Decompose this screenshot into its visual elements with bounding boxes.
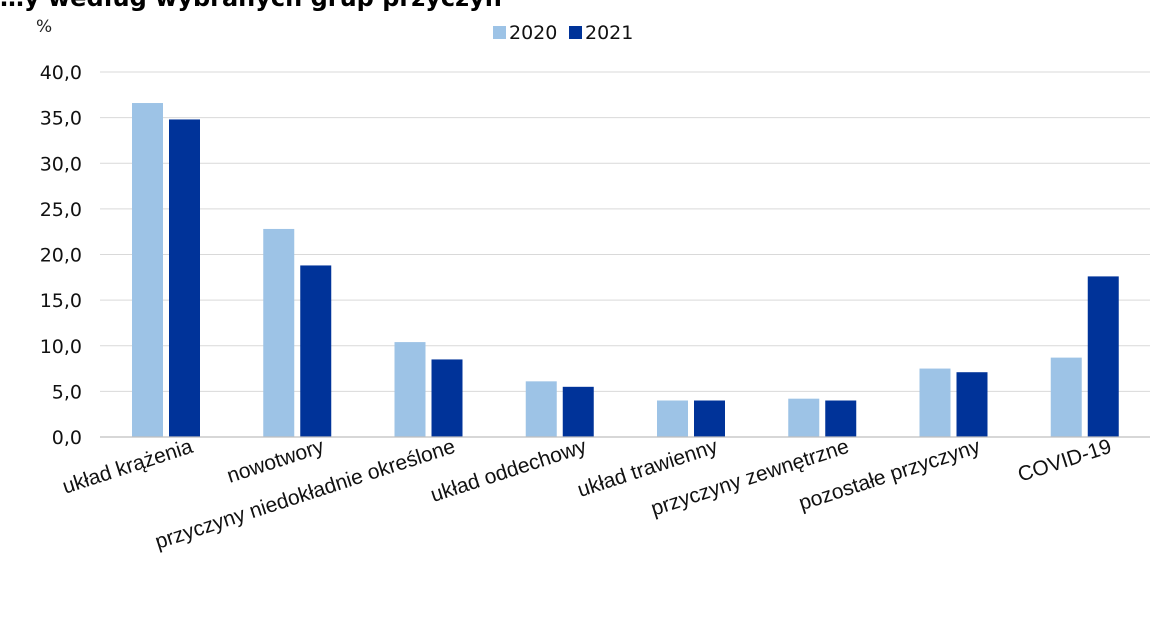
y-tick-label: 20,0 [40, 245, 82, 267]
y-tick-label: 35,0 [40, 108, 82, 130]
y-tick-label: 30,0 [40, 153, 82, 175]
y-tick-label: 5,0 [52, 381, 82, 403]
bar-2021 [825, 400, 857, 437]
chart-title: …y według wybranych grup przyczyn [0, 0, 502, 12]
y-tick-label: 40,0 [40, 62, 82, 84]
bar-2021 [694, 400, 725, 437]
legend-label: 2021 [585, 22, 633, 44]
gridlines [100, 71, 1150, 392]
bar-2020 [1050, 357, 1082, 437]
bar-2020 [394, 342, 426, 437]
bar-2020 [132, 103, 163, 438]
bar-2021 [169, 119, 200, 437]
bar-2021 [562, 386, 594, 437]
category-label: COVID-19 [1015, 435, 1114, 487]
bar-2020 [788, 398, 820, 437]
bar-2020 [919, 368, 951, 437]
bar-2021 [431, 359, 463, 437]
y-axis-ticks: 0,0 5,0 10,0 15,0 20,0 25,0 30,0 35,0 40,0 [40, 62, 82, 449]
bar-2021 [956, 372, 988, 437]
bars [132, 103, 1119, 438]
y-tick-label: 25,0 [40, 199, 82, 221]
bar-2021 [300, 265, 332, 437]
y-axis-unit: % [36, 17, 52, 37]
bar-2021 [1087, 276, 1119, 437]
y-tick-label: 10,0 [40, 336, 82, 358]
bar-2020 [657, 400, 688, 437]
y-tick-label: 0,0 [52, 427, 82, 449]
legend-label: 2020 [509, 22, 557, 44]
bar-2020 [263, 228, 295, 437]
bar-2020 [525, 381, 557, 437]
legend-swatch [493, 26, 506, 39]
legend: 2020 2021 [493, 22, 633, 44]
legend-swatch [569, 26, 582, 39]
y-tick-label: 15,0 [40, 290, 82, 312]
